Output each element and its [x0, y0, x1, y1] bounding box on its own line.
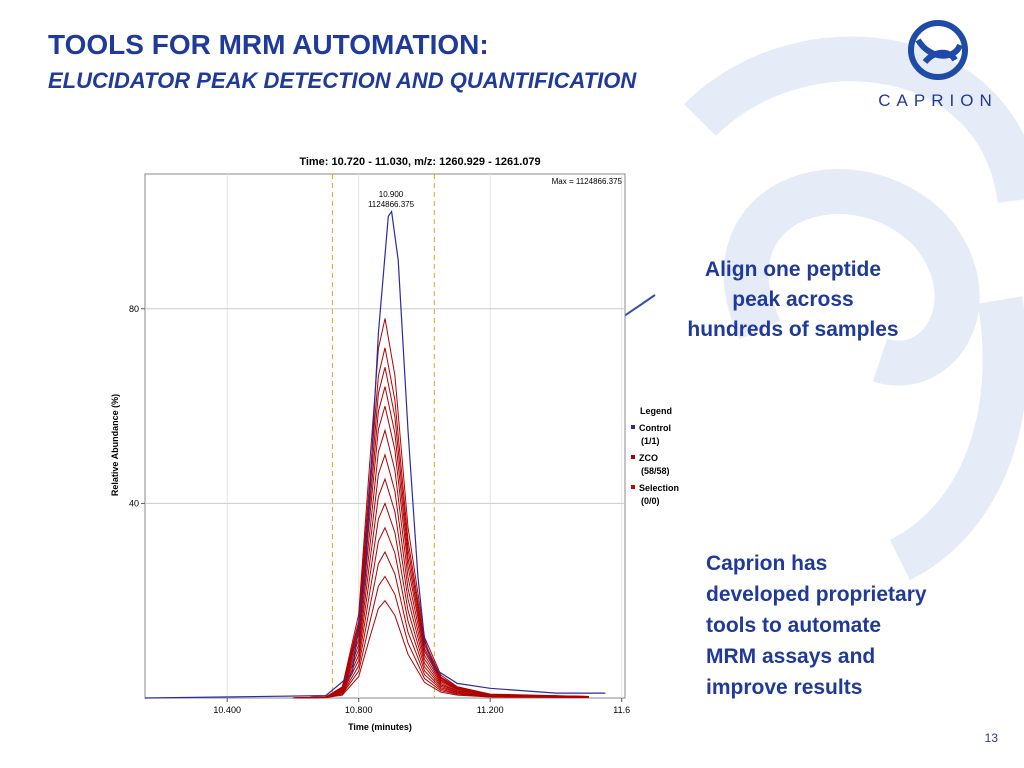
x-tick-label: 10.800 — [345, 705, 373, 715]
logo-text: CAPRION — [878, 91, 997, 110]
legend-count: (1/1) — [641, 436, 660, 446]
data-line — [292, 550, 589, 699]
body-line: improve results — [706, 676, 862, 699]
body-line: Caprion has — [706, 552, 827, 575]
data-line — [292, 599, 589, 699]
data-line — [292, 575, 589, 699]
body-text: Caprion has developed proprietary tools to… — [706, 552, 927, 699]
legend-title: Legend — [640, 406, 672, 416]
x-tick-label: 11.6 — [613, 705, 630, 715]
logo-mark — [908, 20, 968, 80]
callout: Align one peptide peak across hundreds of … — [687, 258, 898, 341]
data-line — [292, 477, 589, 699]
legend-label: Control — [639, 423, 671, 433]
y-tick-label: 80 — [129, 304, 139, 314]
slide-title: TOOLS FOR MRM AUTOMATION: — [48, 29, 489, 60]
x-tick-label: 11.200 — [477, 705, 504, 715]
legend-swatch — [631, 485, 635, 489]
x-tick-label: 10.400 — [213, 705, 241, 715]
background-swirl — [684, 36, 1024, 581]
peak-annotation: 10.900 — [379, 190, 404, 199]
chart-title: Time: 10.720 - 11.030, m/z: 1260.929 - 1… — [299, 156, 540, 168]
legend-count: (58/58) — [641, 466, 670, 476]
data-line — [292, 501, 589, 699]
legend-label: Selection — [639, 483, 679, 493]
chart: Time: 10.720 - 11.030, m/z: 1260.929 - 1… — [110, 156, 679, 732]
y-axis-label: Relative Abundance (%) — [110, 394, 120, 496]
data-line — [292, 526, 589, 699]
legend-label: ZCO — [639, 453, 658, 463]
legend-swatch — [631, 455, 635, 459]
callout-line: hundreds of samples — [687, 318, 898, 341]
body-line: MRM assays and — [706, 645, 875, 668]
body-line: tools to automate — [706, 614, 881, 637]
body-line: developed proprietary — [706, 583, 927, 606]
data-line — [144, 209, 606, 699]
data-line — [292, 428, 589, 699]
peak-annotation: 1124866.375 — [368, 200, 415, 209]
legend-count: (0/0) — [641, 496, 660, 506]
callout-line: peak across — [732, 288, 853, 311]
x-axis-label: Time (minutes) — [348, 722, 412, 732]
slide-subtitle: ELUCIDATOR PEAK DETECTION AND QUANTIFICA… — [48, 68, 637, 93]
legend-swatch — [631, 425, 635, 429]
page-number: 13 — [985, 731, 999, 745]
y-tick-label: 40 — [129, 498, 139, 508]
callout-line: Align one peptide — [705, 258, 881, 281]
max-label: Max = 1124866.375 — [552, 177, 623, 186]
